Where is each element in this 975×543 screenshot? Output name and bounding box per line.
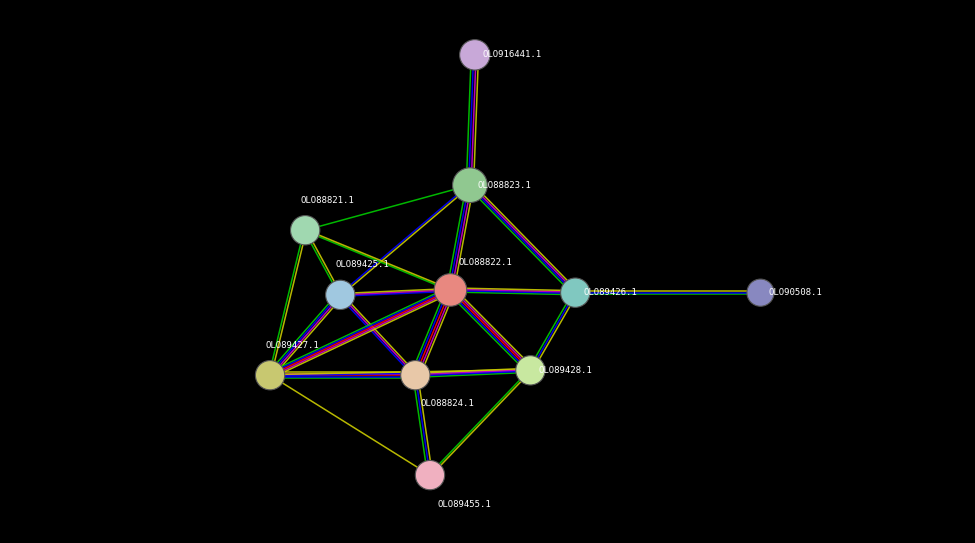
- Text: OLO89455.1: OLO89455.1: [438, 501, 491, 509]
- Text: OLO90508.1: OLO90508.1: [768, 288, 822, 297]
- Text: OLO88823.1: OLO88823.1: [478, 181, 531, 190]
- Ellipse shape: [459, 40, 490, 70]
- Ellipse shape: [561, 278, 590, 307]
- Ellipse shape: [415, 460, 445, 490]
- Text: OLO88822.1: OLO88822.1: [458, 258, 512, 267]
- Ellipse shape: [516, 356, 545, 385]
- Text: OLO89427.1: OLO89427.1: [265, 341, 319, 350]
- Text: OLO89426.1: OLO89426.1: [583, 288, 637, 297]
- Ellipse shape: [747, 279, 774, 306]
- Ellipse shape: [434, 274, 467, 306]
- Ellipse shape: [255, 361, 285, 390]
- Ellipse shape: [291, 216, 320, 245]
- Ellipse shape: [452, 168, 488, 203]
- Text: OLO89428.1: OLO89428.1: [538, 366, 592, 375]
- Text: OLO88821.1: OLO88821.1: [300, 196, 354, 205]
- Text: OLO88824.1: OLO88824.1: [420, 399, 474, 408]
- Text: OLO916441.1: OLO916441.1: [483, 50, 542, 59]
- Ellipse shape: [326, 280, 355, 310]
- Ellipse shape: [401, 361, 430, 390]
- Text: OLO89425.1: OLO89425.1: [335, 261, 389, 269]
